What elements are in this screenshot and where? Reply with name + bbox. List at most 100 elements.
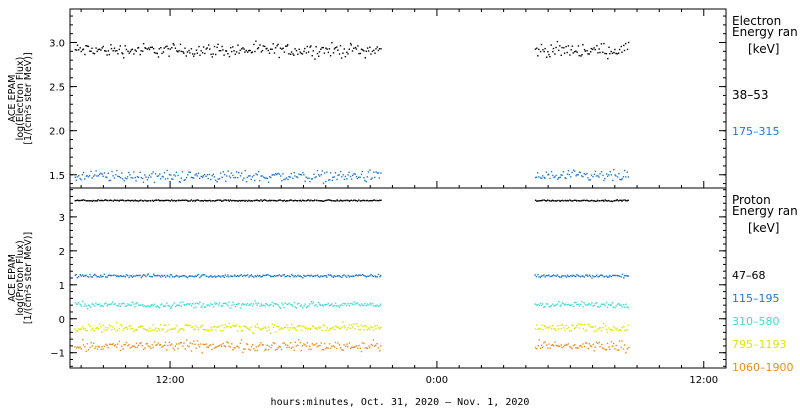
data-point <box>598 327 600 329</box>
data-point <box>616 327 618 329</box>
data-point <box>79 199 81 202</box>
data-point <box>534 346 537 349</box>
data-point <box>93 342 95 345</box>
data-point <box>202 343 204 345</box>
data-point <box>535 304 538 306</box>
data-point <box>302 277 304 279</box>
data-point <box>298 339 300 341</box>
data-point <box>163 172 166 174</box>
data-point <box>204 199 206 202</box>
data-point <box>230 326 233 329</box>
data-point <box>235 171 238 173</box>
data-point <box>266 274 268 276</box>
data-point <box>222 342 224 345</box>
data-point <box>81 174 83 176</box>
data-point <box>241 48 243 50</box>
electron-plot-frame <box>69 8 727 189</box>
data-point <box>555 304 557 306</box>
data-point <box>113 177 116 179</box>
data-point <box>353 301 355 303</box>
data-point <box>115 274 117 277</box>
data-point <box>372 305 375 307</box>
data-point <box>250 345 253 348</box>
data-point <box>211 348 213 351</box>
data-point <box>596 274 598 276</box>
data-point <box>134 329 136 331</box>
data-point <box>590 345 593 348</box>
data-point <box>115 174 117 176</box>
data-point <box>79 177 81 180</box>
data-point <box>219 275 221 277</box>
data-point <box>88 276 90 278</box>
data-point <box>300 276 302 278</box>
data-point <box>183 342 185 344</box>
proton-y-axis-label-line: [1/(cm²s ster MeV)] <box>23 232 34 324</box>
data-point <box>112 301 114 303</box>
data-point <box>306 177 309 179</box>
data-point <box>327 199 330 201</box>
data-point <box>602 174 604 177</box>
data-point <box>197 328 200 331</box>
data-point <box>76 44 79 46</box>
data-point <box>240 199 242 202</box>
data-point <box>270 275 272 278</box>
data-point <box>205 200 207 202</box>
electron-y-axis-label-line: [1/(cm²s ster MeV)] <box>23 52 34 144</box>
data-point <box>275 275 277 277</box>
data-point <box>273 275 275 277</box>
data-point <box>301 325 304 327</box>
data-point <box>581 199 583 202</box>
data-point <box>627 347 630 349</box>
data-point <box>159 344 162 346</box>
data-point <box>536 200 538 202</box>
data-point <box>325 47 327 49</box>
data-point <box>313 199 316 201</box>
data-point <box>588 324 590 326</box>
data-point <box>253 276 255 278</box>
data-point <box>210 275 212 277</box>
data-point <box>370 53 372 55</box>
data-point <box>298 302 300 305</box>
data-point <box>129 325 131 327</box>
data-point <box>92 175 95 177</box>
data-point <box>164 324 167 326</box>
data-point <box>267 181 270 183</box>
data-point <box>550 44 552 46</box>
data-point <box>206 47 208 49</box>
data-point <box>272 326 275 328</box>
data-point <box>305 176 307 178</box>
data-point <box>583 276 585 278</box>
data-point <box>584 342 587 344</box>
proton-legend-entry: 47–68 <box>732 269 766 282</box>
data-point <box>269 200 272 202</box>
data-point <box>239 49 241 51</box>
data-point <box>159 344 161 346</box>
data-point <box>226 175 228 177</box>
data-point <box>173 302 175 304</box>
data-point <box>544 200 547 202</box>
data-point <box>550 344 553 347</box>
data-point <box>355 345 358 347</box>
data-point <box>354 199 357 202</box>
data-point <box>369 328 371 331</box>
data-point <box>590 174 593 176</box>
data-point <box>355 200 357 202</box>
data-point <box>82 328 85 330</box>
data-point <box>561 275 563 277</box>
data-point <box>344 175 347 178</box>
data-point <box>228 301 230 303</box>
data-point <box>627 199 629 201</box>
data-point <box>611 302 613 304</box>
data-point <box>176 275 179 277</box>
data-point <box>122 348 124 350</box>
data-point <box>593 330 595 332</box>
data-point <box>192 177 194 179</box>
data-point <box>351 275 353 278</box>
data-point <box>570 304 572 306</box>
data-point <box>148 174 151 176</box>
data-point <box>362 49 364 51</box>
data-point <box>549 177 551 180</box>
data-point <box>264 305 266 307</box>
data-point <box>236 200 238 202</box>
data-point <box>594 200 596 202</box>
